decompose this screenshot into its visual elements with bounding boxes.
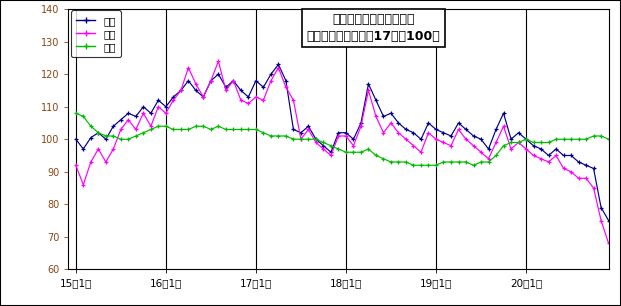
Text: 鳥取県鉱工業指数の推移
（季節調整済、平成17年＝100）: 鳥取県鉱工業指数の推移 （季節調整済、平成17年＝100） (307, 13, 440, 43)
Legend: 生産, 出荷, 在庫: 生産, 出荷, 在庫 (71, 10, 121, 57)
